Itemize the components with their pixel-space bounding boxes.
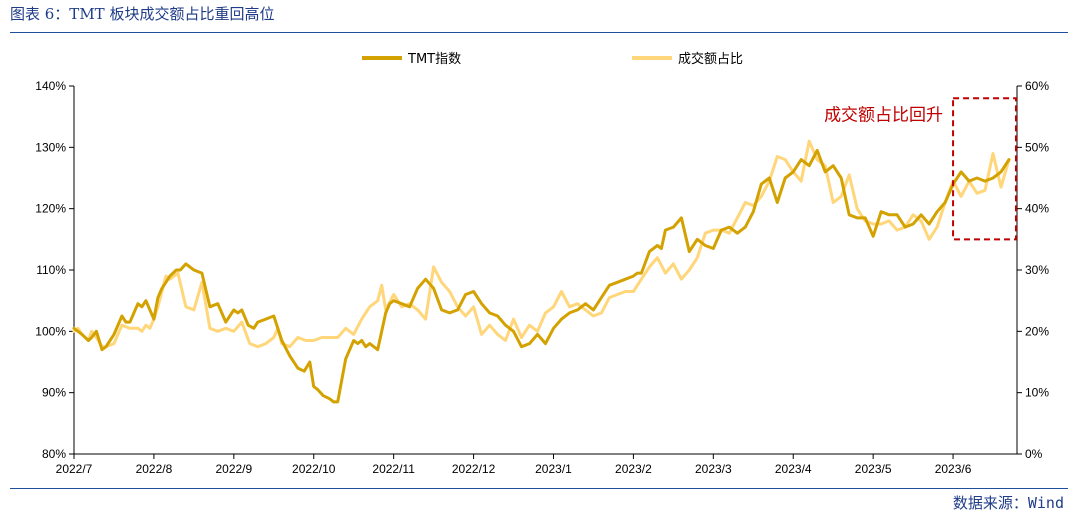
x-tick-label: 2022/9: [215, 462, 252, 476]
left-y-tick-label: 120%: [35, 202, 66, 216]
x-tick-label: 2023/3: [695, 462, 732, 476]
title-rule: [10, 32, 1068, 33]
bottom-rule: [10, 488, 1068, 489]
right-y-tick-label: 10%: [1025, 386, 1049, 400]
x-tick-label: 2022/8: [136, 462, 173, 476]
right-y-tick-label: 60%: [1025, 79, 1049, 93]
x-tick-label: 2023/2: [615, 462, 652, 476]
source-note: 数据来源：Wind: [952, 494, 1064, 512]
left-y-tick-label: 100%: [35, 324, 66, 338]
left-y-tick-label: 110%: [36, 263, 66, 277]
series-line-turnover-share: [72, 139, 1011, 349]
x-tick-label: 2023/6: [935, 462, 972, 476]
left-y-tick-label: 130%: [35, 140, 66, 154]
right-y-tick-label: 20%: [1025, 324, 1049, 338]
x-tick-label: 2022/11: [372, 462, 415, 476]
x-tick-label: 2022/12: [452, 462, 496, 476]
legend-label-turnover-share: 成交额占比: [678, 51, 743, 67]
x-tick-label: 2022/7: [56, 462, 93, 476]
left-y-tick-label: 140%: [35, 79, 66, 93]
series-line-tmt-index: [72, 148, 1011, 404]
x-tick-label: 2023/1: [535, 462, 572, 476]
annotation-box: [952, 97, 1018, 241]
right-y-tick-label: 50%: [1025, 140, 1049, 154]
x-tick-label: 2022/10: [292, 462, 336, 476]
x-tick-label: 2023/4: [775, 462, 812, 476]
legend-label-tmt-index: TMT指数: [407, 52, 461, 67]
right-y-tick-label: 40%: [1025, 202, 1049, 216]
right-y-tick-label: 0%: [1025, 447, 1043, 461]
annotation-text: 成交额占比回升: [824, 105, 943, 125]
left-y-tick-label: 90%: [42, 386, 66, 400]
right-y-tick-label: 30%: [1025, 263, 1049, 277]
figure-title: 图表 6：TMT 板块成交额占比重回高位: [10, 5, 275, 23]
left-y-tick-label: 80%: [42, 447, 66, 461]
x-tick-label: 2023/5: [855, 462, 892, 476]
